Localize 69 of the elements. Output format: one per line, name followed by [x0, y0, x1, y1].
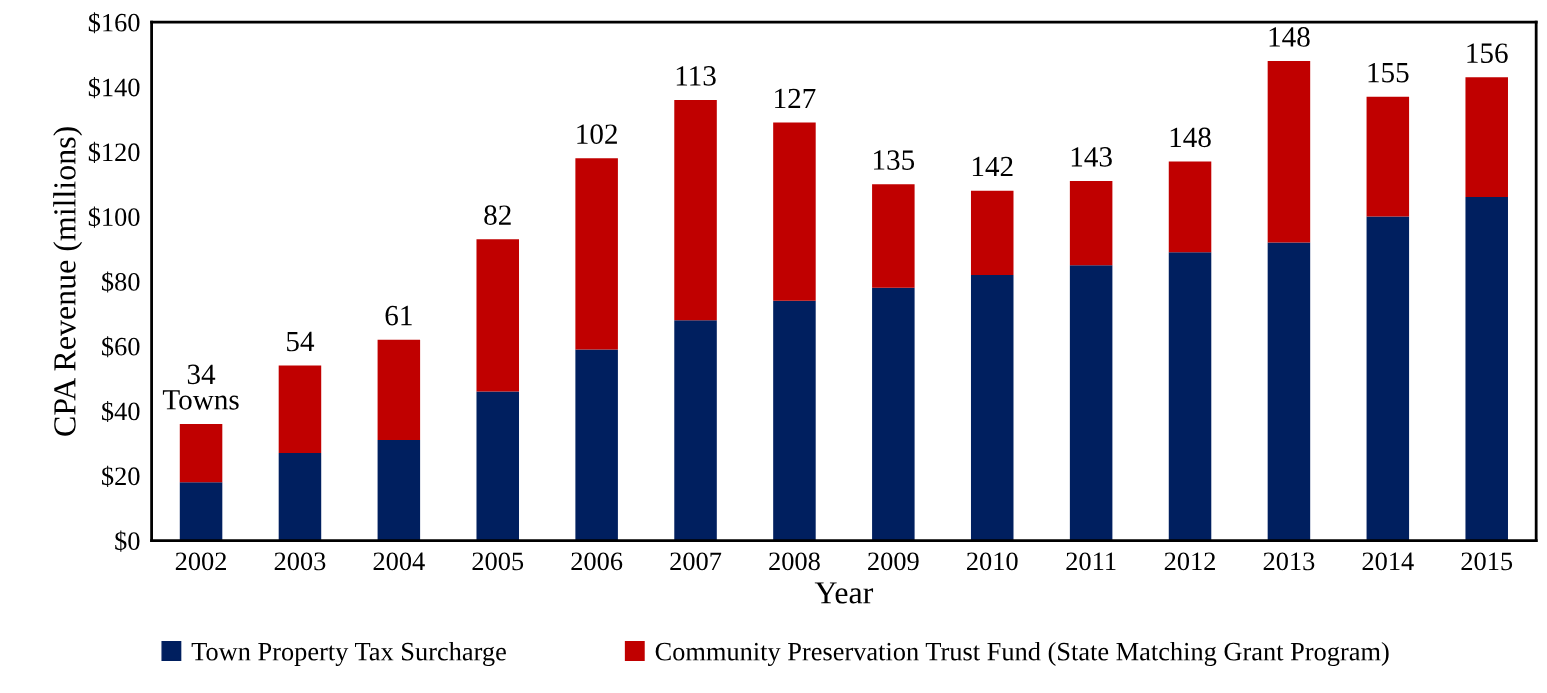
bar — [476, 391, 520, 541]
bar — [674, 99, 717, 321]
bar — [1465, 77, 1508, 198]
bar — [970, 274, 1014, 541]
bar — [377, 339, 421, 441]
annotation: 102 — [577, 124, 617, 144]
bar — [179, 482, 223, 541]
bar — [575, 349, 618, 541]
annotation: 127 — [775, 88, 816, 109]
x-tick-label: 2008 — [769, 552, 820, 571]
bar — [377, 440, 421, 541]
bar — [278, 365, 322, 454]
x-tick-label: 2002 — [175, 552, 226, 571]
y-tick-label: $120 — [88, 141, 140, 163]
x-tick-label: 2006 — [571, 552, 623, 571]
y-tick-label: $160 — [88, 12, 140, 34]
bar — [674, 320, 717, 541]
y-tick-label: $80 — [102, 271, 140, 293]
annotation: 61 — [385, 305, 412, 326]
x-tick-label: 2014 — [1362, 552, 1414, 571]
bar — [575, 158, 618, 350]
x-tick-label: 2003 — [274, 552, 326, 571]
annotation: 54 — [287, 331, 315, 352]
annotation: 113 — [676, 66, 716, 86]
annotation: 156 — [1467, 43, 1508, 63]
bar — [1366, 96, 1410, 217]
bar — [1465, 197, 1508, 541]
bar — [1168, 161, 1212, 253]
bar — [1069, 265, 1113, 541]
x-tick-label: 2011 — [1066, 552, 1116, 571]
x-tick-label: 2009 — [868, 552, 919, 571]
annotation: 82 — [484, 205, 511, 225]
x-tick-label: 2012 — [1164, 552, 1215, 571]
x-tick-label: 2010 — [967, 552, 1018, 571]
bar — [1069, 180, 1113, 266]
y-tick-label: $40 — [102, 401, 140, 423]
x-tick-label: 2004 — [373, 552, 425, 571]
bar — [179, 423, 223, 483]
y-tick-label: $0 — [115, 530, 140, 552]
annotation: 155 — [1368, 62, 1409, 83]
annotation: 135 — [874, 150, 915, 170]
y-tick-label: $140 — [88, 77, 140, 99]
legend-label: Town Property Tax Surcharge — [191, 641, 506, 666]
annotation: 143 — [1071, 147, 1112, 167]
annotation: 34 Towns — [162, 364, 239, 410]
x-tick-label: 2013 — [1263, 552, 1315, 571]
bar — [1267, 242, 1311, 541]
x-tick-label: 2015 — [1461, 552, 1513, 571]
bar — [773, 300, 816, 541]
bar — [1168, 252, 1212, 541]
bar — [476, 239, 520, 392]
y-axis-title: CPA Revenue (millions) — [53, 127, 83, 436]
bar — [872, 184, 915, 288]
y-tick-label: $60 — [102, 336, 140, 358]
y-tick-label: $20 — [102, 465, 140, 487]
x-tick-label: 2005 — [472, 552, 524, 571]
legend-label: Community Preservation Trust Fund (State Matching Grant Program) — [655, 641, 1389, 666]
annotation: 148 — [1269, 27, 1310, 47]
bar — [872, 287, 915, 541]
bar — [1366, 216, 1410, 541]
bar — [278, 453, 322, 541]
x-axis-title: Year — [814, 582, 874, 604]
bar — [1267, 61, 1311, 243]
y-tick-label: $100 — [88, 206, 140, 228]
bar — [970, 190, 1014, 275]
x-tick-label: 2007 — [670, 552, 722, 571]
annotation: 148 — [1170, 127, 1211, 148]
annotation: 142 — [972, 156, 1013, 177]
bar — [773, 122, 816, 301]
